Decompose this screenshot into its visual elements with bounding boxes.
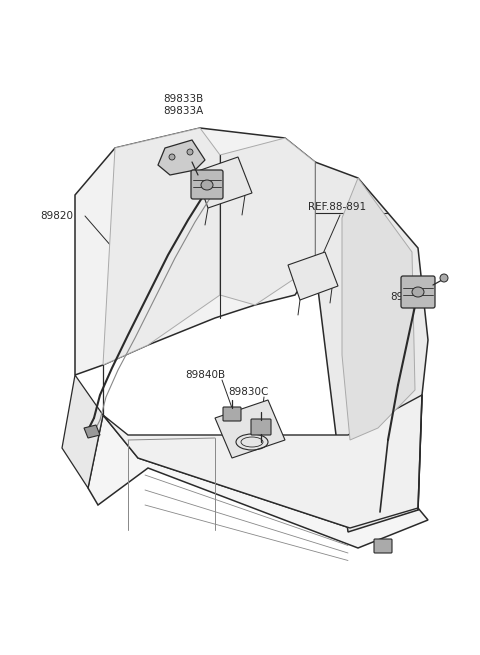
Text: REF.88-891: REF.88-891 <box>308 202 366 212</box>
Polygon shape <box>288 252 338 300</box>
Ellipse shape <box>201 180 213 190</box>
Circle shape <box>187 149 193 155</box>
Polygon shape <box>195 157 252 208</box>
Text: 89833A: 89833A <box>163 106 203 116</box>
Polygon shape <box>75 128 315 375</box>
Polygon shape <box>84 425 100 438</box>
Polygon shape <box>315 162 428 532</box>
Ellipse shape <box>412 287 424 297</box>
Circle shape <box>169 154 175 160</box>
Circle shape <box>440 274 448 282</box>
FancyBboxPatch shape <box>191 170 223 199</box>
Polygon shape <box>103 128 220 365</box>
Text: 89833B: 89833B <box>163 94 203 104</box>
Polygon shape <box>342 178 415 440</box>
Polygon shape <box>158 140 205 175</box>
Text: 89820: 89820 <box>40 211 73 221</box>
Polygon shape <box>88 415 428 548</box>
Text: 89810: 89810 <box>390 292 423 302</box>
Polygon shape <box>220 138 315 305</box>
FancyBboxPatch shape <box>251 419 271 435</box>
FancyBboxPatch shape <box>401 276 435 308</box>
Text: 89840B: 89840B <box>185 370 225 380</box>
Polygon shape <box>62 375 103 488</box>
FancyBboxPatch shape <box>374 539 392 553</box>
Polygon shape <box>103 395 422 528</box>
Text: 89830C: 89830C <box>228 387 268 397</box>
FancyBboxPatch shape <box>223 407 241 421</box>
Polygon shape <box>215 400 285 458</box>
